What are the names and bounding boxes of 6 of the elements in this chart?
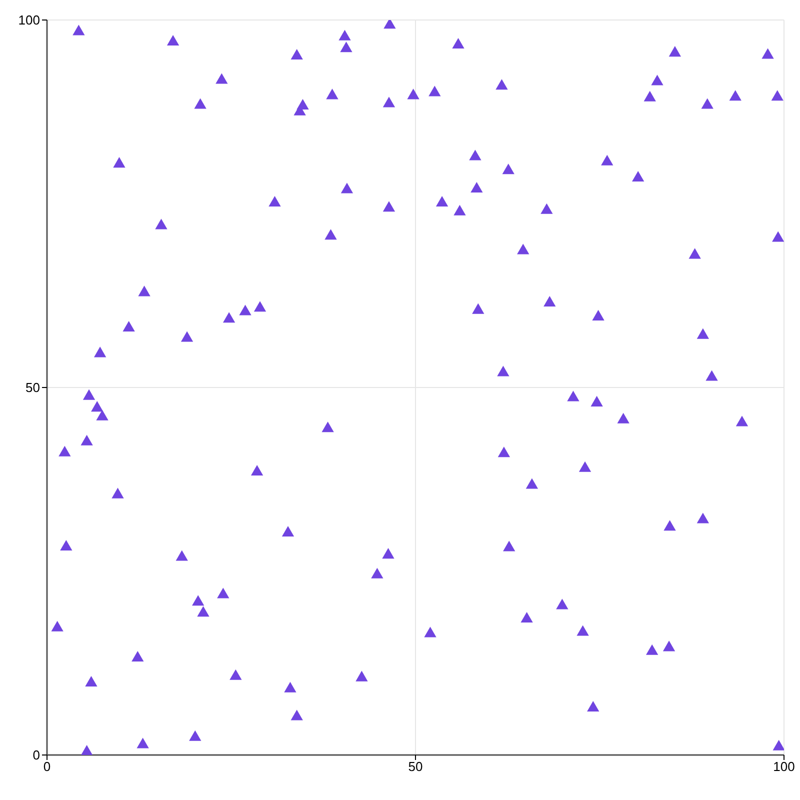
- y-tick-label: 0: [32, 748, 40, 763]
- x-tick-label: 0: [43, 759, 51, 774]
- x-tick-label: 50: [408, 759, 423, 774]
- y-tick-label: 50: [26, 380, 40, 396]
- x-tick-label: 100: [773, 759, 795, 774]
- y-tick-label: 100: [18, 12, 40, 28]
